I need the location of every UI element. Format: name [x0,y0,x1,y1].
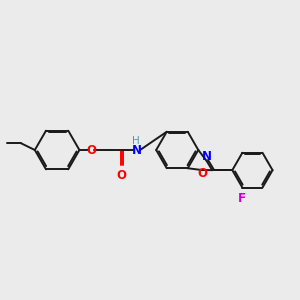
Text: O: O [197,167,207,181]
Text: H: H [132,136,140,146]
Text: N: N [132,144,142,157]
Text: N: N [202,150,212,163]
Text: O: O [86,143,96,157]
Text: F: F [238,192,246,205]
Text: O: O [116,169,126,182]
